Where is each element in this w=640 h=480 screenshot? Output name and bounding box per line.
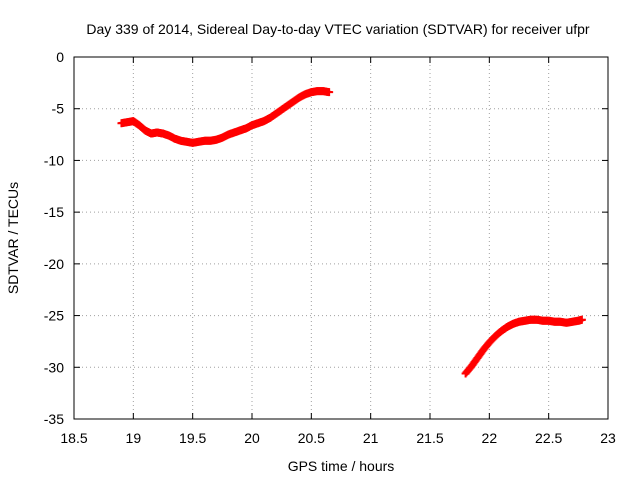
data-point [577, 315, 586, 324]
series-segment-1 [117, 87, 334, 147]
y-tick-label: 0 [56, 49, 64, 65]
x-axis-ticks: 18.5 19 19.5 20 20.5 21 21.5 22 22.5 23 [60, 57, 616, 446]
y-tick-label: -25 [44, 308, 64, 324]
series-segment-2 [461, 315, 586, 378]
data-point [325, 88, 334, 97]
y-tick-label: -30 [44, 359, 64, 375]
y-tick-label: -15 [44, 204, 64, 220]
x-tick-label: 23 [600, 430, 616, 446]
x-tick-label: 21 [363, 430, 379, 446]
x-tick-label: 19.5 [179, 430, 206, 446]
y-axis-ticks: 0 -5 -10 -15 -20 -25 -30 -35 [44, 49, 608, 427]
x-tick-label: 19 [126, 430, 142, 446]
x-tick-label: 22 [482, 430, 498, 446]
y-axis-label: SDTVAR / TECUs [5, 182, 21, 294]
y-tick-label: -20 [44, 256, 64, 272]
x-tick-label: 21.5 [416, 430, 443, 446]
chart-title: Day 339 of 2014, Sidereal Day-to-day VTE… [86, 21, 590, 37]
y-tick-label: -35 [44, 411, 64, 427]
x-axis-label: GPS time / hours [288, 458, 395, 474]
x-tick-label: 20.5 [298, 430, 325, 446]
x-tick-label: 20 [244, 430, 260, 446]
y-tick-label: -5 [52, 101, 65, 117]
grid [74, 57, 608, 419]
x-tick-label: 22.5 [535, 430, 562, 446]
plot-frame [73, 56, 609, 420]
y-tick-label: -10 [44, 152, 64, 168]
x-tick-label: 18.5 [60, 430, 87, 446]
data-points [117, 87, 586, 378]
